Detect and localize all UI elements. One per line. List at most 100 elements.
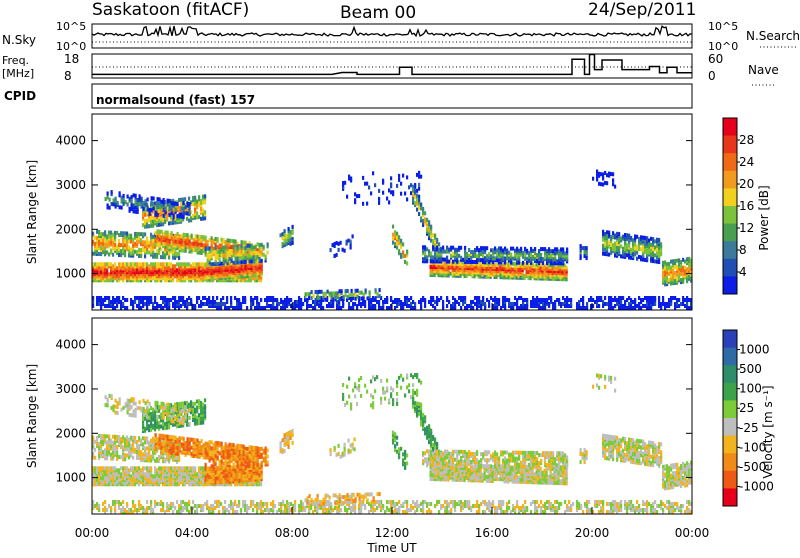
heatmap-cell xyxy=(188,466,190,470)
heatmap-cell xyxy=(183,249,185,253)
heatmap-cell xyxy=(161,200,163,204)
heatmap-cell xyxy=(110,231,112,235)
heatmap-cell xyxy=(185,233,187,237)
heatmap-cell xyxy=(106,466,108,470)
heatmap-cell xyxy=(552,302,554,306)
heatmap-cell xyxy=(117,201,119,205)
heatmap-cell xyxy=(378,300,380,304)
heatmap-cell xyxy=(156,302,158,306)
heatmap-cell xyxy=(288,233,290,237)
heatmap-cell xyxy=(540,253,542,257)
heatmap-cell xyxy=(198,296,200,300)
heatmap-cell xyxy=(166,466,168,470)
heatmap-cell xyxy=(377,292,379,296)
heatmap-cell xyxy=(506,269,508,273)
heatmap-cell xyxy=(217,237,219,241)
heatmap-cell xyxy=(452,246,454,250)
heatmap-cell xyxy=(586,246,588,250)
heatmap-cell xyxy=(149,208,151,212)
heatmap-cell xyxy=(678,304,680,308)
heatmap-cell xyxy=(420,203,422,207)
heatmap-cell xyxy=(566,277,568,281)
heatmap-cell xyxy=(150,262,152,266)
heatmap-cell xyxy=(640,306,642,310)
heatmap-cell xyxy=(173,214,175,218)
heatmap-cell xyxy=(307,298,309,302)
heatmap-cell xyxy=(476,246,478,250)
heatmap-cell xyxy=(364,182,366,186)
heatmap-cell xyxy=(408,298,410,302)
heatmap-cell xyxy=(178,252,180,256)
heatmap-cell xyxy=(620,304,622,308)
heatmap-cell xyxy=(498,258,500,262)
heatmap-cell xyxy=(682,296,684,300)
heatmap-cell xyxy=(414,183,416,187)
heatmap-cell xyxy=(114,306,116,310)
heatmap-cell xyxy=(164,220,166,224)
heatmap-cell xyxy=(379,294,381,298)
heatmap-cell xyxy=(201,249,203,253)
heatmap-cell xyxy=(498,250,500,254)
heatmap-cell xyxy=(664,282,666,286)
heatmap-cell xyxy=(656,248,658,252)
heatmap-cell xyxy=(164,276,166,280)
heatmap-cell xyxy=(138,262,140,266)
heatmap-cell xyxy=(484,302,486,306)
heatmap-cell xyxy=(225,245,227,249)
heatmap-cell xyxy=(165,206,167,210)
heatmap-cell xyxy=(241,244,243,248)
heatmap-cell xyxy=(522,251,524,255)
heatmap-cell xyxy=(420,175,422,179)
heatmap-cell xyxy=(648,239,650,243)
heatmap-cell xyxy=(136,466,138,470)
heatmap-cell xyxy=(114,243,116,247)
heatmap-cell xyxy=(528,259,530,263)
heatmap-cell xyxy=(298,296,300,300)
heatmap-cell xyxy=(580,298,582,302)
heatmap-cell xyxy=(290,230,292,234)
heatmap-cell xyxy=(239,246,241,250)
heatmap-cell xyxy=(140,270,142,274)
heatmap-cell xyxy=(207,259,209,263)
heatmap-cell xyxy=(164,304,166,308)
heatmap-cell xyxy=(308,304,310,308)
heatmap-cell xyxy=(156,468,158,472)
heatmap-cell xyxy=(178,198,180,202)
heatmap-cell xyxy=(524,253,526,257)
heatmap-cell xyxy=(452,302,454,306)
heatmap-cell xyxy=(146,296,148,300)
heatmap-cell xyxy=(664,276,666,280)
heatmap-cell xyxy=(424,251,426,255)
heatmap-cell xyxy=(253,245,255,249)
heatmap-cell xyxy=(138,232,140,236)
heatmap-cell xyxy=(144,262,146,266)
heatmap-cell xyxy=(604,181,606,185)
heatmap-cell xyxy=(458,254,460,258)
heatmap-cell xyxy=(108,262,110,266)
heatmap-cell xyxy=(282,236,284,240)
heatmap-cell xyxy=(237,261,239,265)
heatmap-cell xyxy=(112,241,114,245)
heatmap-cell xyxy=(524,247,526,251)
heatmap-cell xyxy=(536,270,538,274)
heatmap-cell xyxy=(366,182,368,186)
heatmap-cell xyxy=(207,240,209,244)
heatmap-cell xyxy=(221,274,223,278)
heatmap-cell xyxy=(494,306,496,310)
heatmap-cell xyxy=(198,215,200,219)
heatmap-cell xyxy=(168,466,170,470)
heatmap-cell xyxy=(209,255,211,259)
heatmap-cell xyxy=(548,296,550,300)
heatmap-cell xyxy=(245,250,247,254)
heatmap-cell xyxy=(520,296,522,300)
heatmap-cell xyxy=(244,296,246,300)
heatmap-cell xyxy=(129,197,131,201)
heatmap-cell xyxy=(123,198,125,202)
freq-bottom-tick: 8 xyxy=(64,69,72,83)
heatmap-cell xyxy=(440,269,442,273)
heatmap-cell xyxy=(402,302,404,306)
heatmap-cell xyxy=(230,300,232,304)
heatmap-cell xyxy=(183,211,185,215)
heatmap-cell xyxy=(122,274,124,278)
heatmap-cell xyxy=(476,296,478,300)
